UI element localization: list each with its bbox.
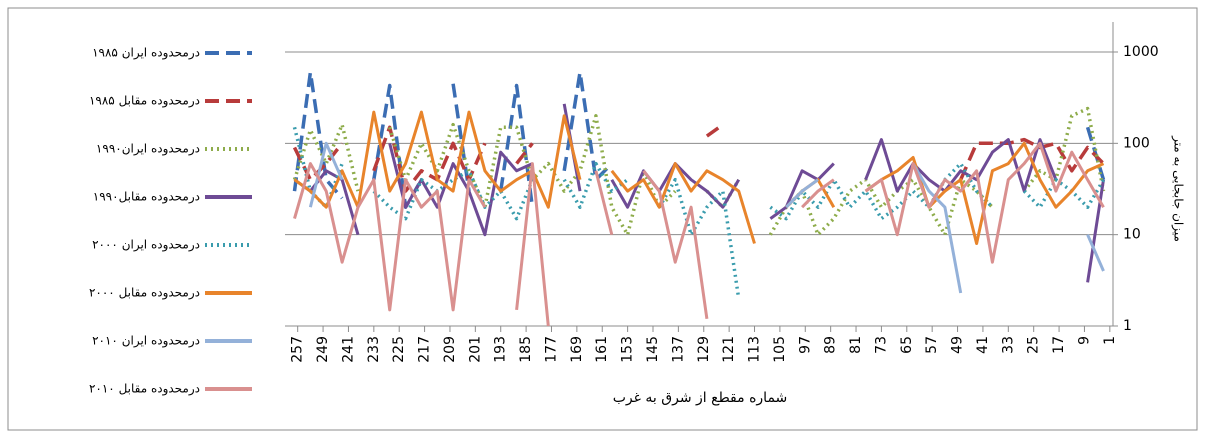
x-tick-label: 177 [543, 336, 559, 363]
series-line [293, 110, 1105, 245]
x-tick-label: 9 [1076, 336, 1092, 345]
x-tick-label: 225 [391, 336, 407, 363]
x-tick-label: 97 [797, 336, 813, 354]
x-tick-label: 241 [340, 336, 356, 363]
x-tick-label: 57 [924, 336, 940, 354]
x-axis-title: شماره مقطع از شرق به غرب [613, 390, 788, 406]
x-tick-label: 17 [1051, 336, 1067, 354]
series-line [293, 141, 1105, 327]
x-tick-label: 1 [1102, 336, 1118, 345]
x-tick-label: 257 [290, 336, 306, 363]
legend-label: ۲۰۱۰ درمحدوده ایران [92, 334, 200, 349]
x-tick-label: 185 [518, 336, 534, 363]
legend-label: ۱۹۸۵ درمحدوده ایران [92, 46, 200, 61]
y-tick-label: 100 [1123, 135, 1150, 151]
x-tick-label: 209 [442, 336, 458, 363]
x-tick-label: 41 [975, 336, 991, 354]
x-tick-label: 121 [721, 336, 737, 363]
legend-label: ۲۰۰۰ درمحدوده ایران [92, 238, 200, 253]
series-line [308, 141, 1105, 294]
legend-label: ۱۹۹۰درمحدوده ایران [96, 142, 200, 157]
x-tick-label: 249 [315, 336, 331, 363]
x-tick-label: 33 [1000, 336, 1016, 354]
y-tick-label: 1000 [1123, 44, 1159, 60]
x-tick-label: 201 [467, 336, 483, 363]
x-tick-label: 65 [899, 336, 915, 354]
y-tick-label: 10 [1123, 227, 1141, 243]
x-tick-label: 49 [950, 336, 966, 354]
x-tick-label: 89 [823, 336, 839, 354]
legend-label: ۲۰۱۰ درمحدوده مقابل [89, 382, 200, 397]
series-line [292, 70, 1106, 209]
series-line [292, 126, 1106, 299]
x-tick-label: 217 [417, 336, 433, 363]
x-tick-label: 105 [772, 336, 788, 363]
chart-frame [7, 7, 1198, 431]
x-tick-label: 73 [873, 336, 889, 354]
x-tick-label: 193 [493, 336, 509, 363]
legend-label: ۲۰۰۰ درمحدوده مقابل [89, 286, 200, 301]
x-tick-label: 169 [569, 336, 585, 363]
x-tick-label: 25 [1026, 336, 1042, 354]
legend-label: ۱۹۹۰درمحدوده مقابل [93, 190, 200, 205]
x-tick-label: 233 [366, 336, 382, 363]
x-tick-label: 81 [848, 336, 864, 354]
x-tick-label: 145 [645, 336, 661, 363]
x-tick-label: 153 [620, 336, 636, 363]
y-axis-title: میزان جابجایی به متر [1171, 135, 1186, 242]
x-tick-label: 113 [747, 336, 763, 363]
y-tick-label: 1 [1123, 318, 1132, 334]
x-tick-label: 129 [696, 336, 712, 363]
x-tick-label: 137 [670, 336, 686, 363]
x-tick-label: 161 [594, 336, 610, 363]
legend-label: ۱۹۸۵ درمحدوده مقابل [89, 94, 200, 109]
